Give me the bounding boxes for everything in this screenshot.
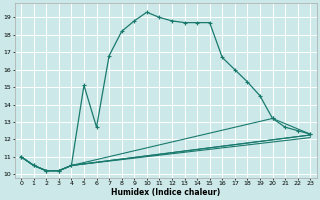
X-axis label: Humidex (Indice chaleur): Humidex (Indice chaleur): [111, 188, 220, 197]
